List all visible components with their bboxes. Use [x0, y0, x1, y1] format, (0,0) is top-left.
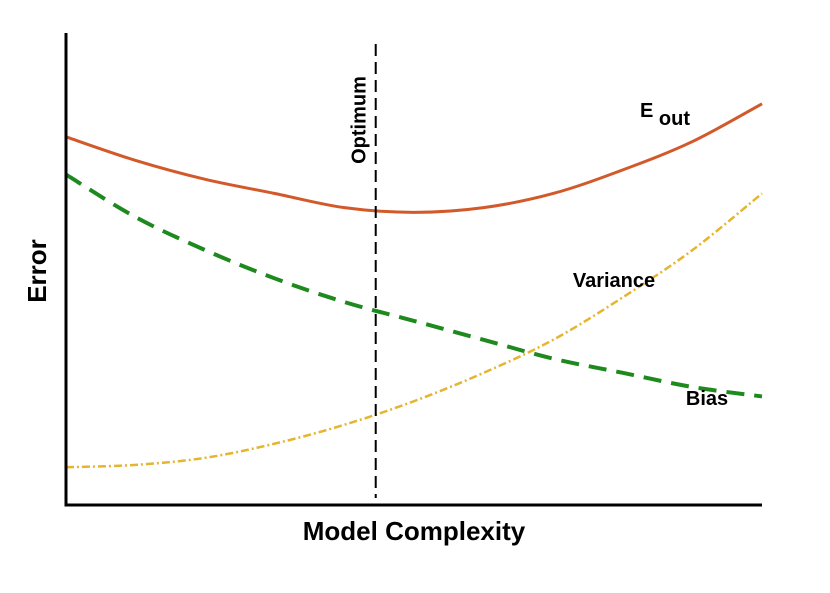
- optimum-label: Optimum: [349, 76, 371, 164]
- series-label-variance: Variance: [573, 270, 655, 292]
- series-line-bias: [64, 172, 763, 399]
- series-label-eout: E out: [640, 100, 690, 130]
- y-axis-label: Error: [22, 239, 52, 303]
- series-line-variance: [65, 192, 763, 469]
- series-label-eout-main: E: [640, 100, 653, 122]
- curves-layer: [64, 102, 763, 469]
- series-label-eout-sub: out: [659, 108, 690, 130]
- x-axis-label: Model Complexity: [303, 516, 526, 546]
- series-line-e-out: [65, 102, 763, 214]
- series-label-bias: Bias: [686, 388, 728, 410]
